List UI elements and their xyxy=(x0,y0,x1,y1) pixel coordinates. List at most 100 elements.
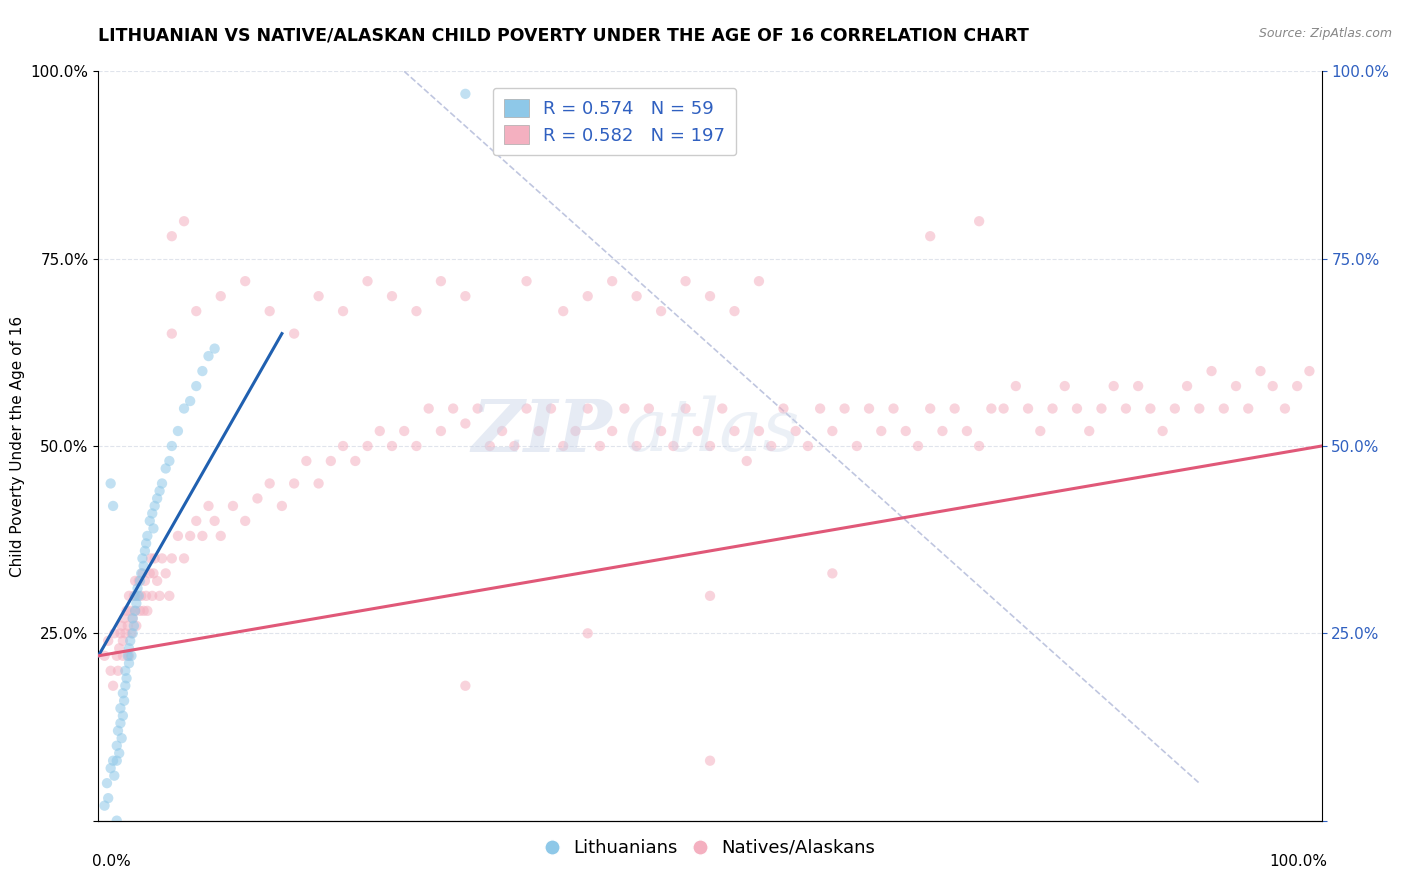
Point xyxy=(118,657,141,671)
Point xyxy=(132,604,155,618)
Point xyxy=(920,401,942,416)
Point xyxy=(149,483,172,498)
Point xyxy=(139,551,162,566)
Point xyxy=(1139,401,1161,416)
Point xyxy=(110,626,132,640)
Point xyxy=(105,739,128,753)
Point xyxy=(111,686,134,700)
Point xyxy=(111,619,134,633)
Point xyxy=(515,274,537,288)
Point xyxy=(344,454,367,468)
Point xyxy=(441,401,464,416)
Point xyxy=(1274,401,1296,416)
Point xyxy=(723,424,745,438)
Point xyxy=(748,274,770,288)
Point xyxy=(122,589,145,603)
Point xyxy=(97,791,120,805)
Text: LITHUANIAN VS NATIVE/ALASKAN CHILD POVERTY UNDER THE AGE OF 16 CORRELATION CHART: LITHUANIAN VS NATIVE/ALASKAN CHILD POVER… xyxy=(98,27,1029,45)
Point xyxy=(103,626,125,640)
Point xyxy=(613,401,636,416)
Point xyxy=(108,746,131,760)
Point xyxy=(141,589,163,603)
Point xyxy=(146,491,169,506)
Point xyxy=(1201,364,1223,378)
Point xyxy=(120,626,142,640)
Point xyxy=(527,424,550,438)
Point xyxy=(173,214,195,228)
Point xyxy=(114,626,136,640)
Point xyxy=(1004,379,1026,393)
Point xyxy=(132,558,155,573)
Point xyxy=(637,401,661,416)
Point xyxy=(173,401,195,416)
Point xyxy=(134,574,156,588)
Point xyxy=(136,604,159,618)
Point xyxy=(515,401,537,416)
Point xyxy=(125,596,148,610)
Point xyxy=(553,304,575,318)
Point xyxy=(139,566,162,581)
Point xyxy=(149,589,172,603)
Point xyxy=(785,424,807,438)
Point xyxy=(141,507,163,521)
Point xyxy=(1029,424,1052,438)
Point xyxy=(204,514,226,528)
Point xyxy=(1128,379,1150,393)
Point xyxy=(107,664,129,678)
Point xyxy=(135,536,157,550)
Point xyxy=(454,87,477,101)
Point xyxy=(100,664,122,678)
Point xyxy=(112,611,135,625)
Point xyxy=(356,274,378,288)
Point xyxy=(93,798,115,813)
Point xyxy=(142,566,165,581)
Point xyxy=(308,476,330,491)
Point xyxy=(1249,364,1271,378)
Point xyxy=(146,574,169,588)
Point xyxy=(233,274,256,288)
Point xyxy=(173,551,195,566)
Point xyxy=(270,499,294,513)
Point xyxy=(675,401,697,416)
Point xyxy=(179,394,201,409)
Point xyxy=(186,304,208,318)
Point xyxy=(131,551,153,566)
Point xyxy=(117,619,139,633)
Point xyxy=(564,424,586,438)
Point xyxy=(124,604,146,618)
Point xyxy=(128,589,150,603)
Point xyxy=(356,439,378,453)
Point xyxy=(980,401,1002,416)
Point xyxy=(157,454,180,468)
Point xyxy=(1152,424,1174,438)
Point xyxy=(128,574,150,588)
Point xyxy=(699,754,721,768)
Point xyxy=(97,633,120,648)
Point xyxy=(1298,364,1320,378)
Point xyxy=(662,439,685,453)
Point xyxy=(167,424,190,438)
Point xyxy=(120,604,142,618)
Point xyxy=(120,648,142,663)
Point xyxy=(319,454,342,468)
Point xyxy=(101,679,124,693)
Point xyxy=(405,439,427,453)
Point xyxy=(111,731,134,746)
Point xyxy=(222,499,245,513)
Point xyxy=(967,214,990,228)
Point xyxy=(105,648,128,663)
Point xyxy=(259,476,281,491)
Point xyxy=(150,476,173,491)
Point xyxy=(114,679,136,693)
Point xyxy=(135,589,157,603)
Point xyxy=(699,289,721,303)
Point xyxy=(246,491,269,506)
Point xyxy=(134,544,156,558)
Point xyxy=(108,641,131,656)
Point xyxy=(368,424,391,438)
Point xyxy=(626,439,648,453)
Point xyxy=(332,304,354,318)
Point xyxy=(110,716,132,731)
Point xyxy=(186,514,208,528)
Point xyxy=(121,611,143,625)
